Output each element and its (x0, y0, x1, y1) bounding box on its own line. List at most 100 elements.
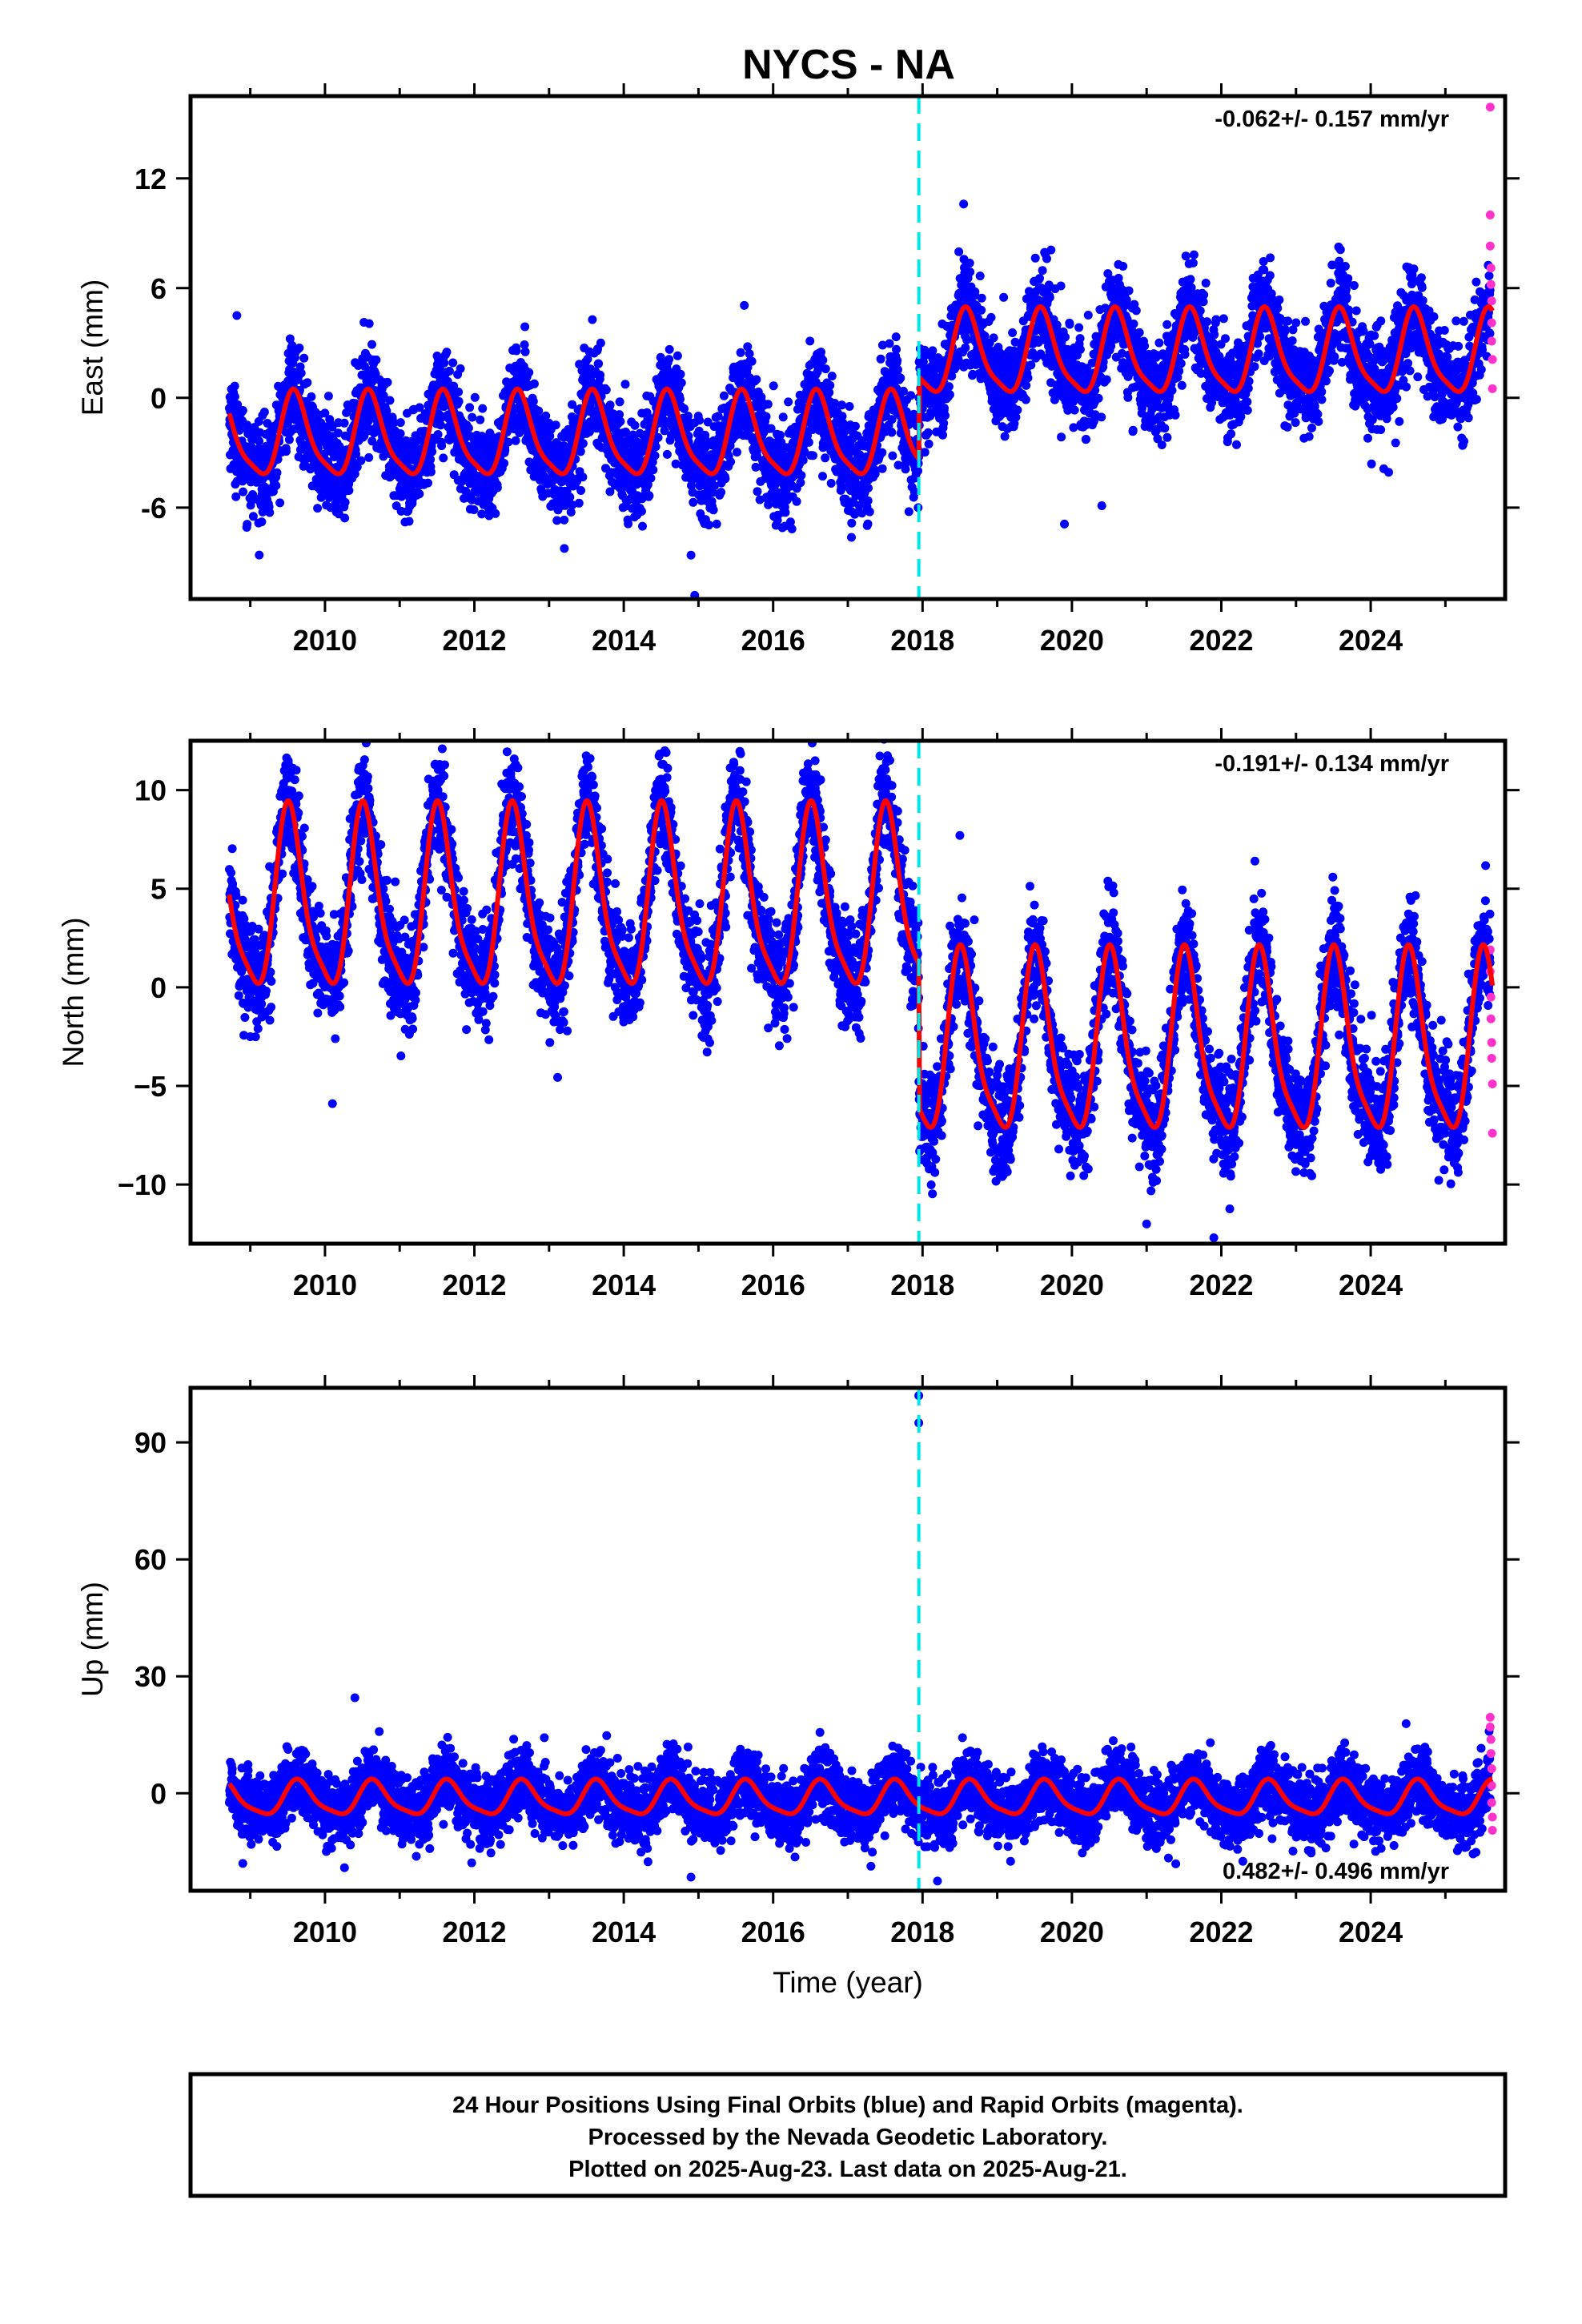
east-final-point (356, 456, 366, 465)
east-final-point (389, 418, 399, 428)
east-final-point (316, 493, 326, 502)
east-final-point (1177, 380, 1186, 390)
east-final-point (637, 506, 646, 516)
east-final-point (500, 459, 509, 468)
east-final-point (478, 404, 488, 413)
east-final-point (238, 406, 247, 415)
east-final-point (847, 518, 857, 528)
east-final-point (665, 344, 674, 354)
east-final-point (1045, 292, 1054, 302)
east-final-point (1174, 366, 1184, 376)
east-data-marks (225, 96, 1497, 599)
east-final-point (552, 516, 562, 525)
east-final-point (891, 332, 901, 342)
east-final-point (568, 501, 577, 509)
east-final-point (352, 462, 362, 472)
east-final-point (970, 287, 980, 296)
east-final-point (469, 505, 479, 514)
east-final-point (440, 358, 449, 368)
east-final-point (566, 472, 576, 481)
east-final-point (721, 474, 730, 484)
east-final-point (877, 448, 887, 457)
east-final-point (272, 468, 282, 477)
east-final-point (821, 453, 830, 463)
east-final-point (465, 403, 475, 412)
east-final-point (821, 364, 830, 374)
east-final-point (565, 493, 575, 502)
east-final-point (826, 479, 836, 488)
east-final-point (1243, 397, 1252, 407)
east-final-point (939, 419, 949, 428)
east-final-point (350, 469, 359, 479)
east-final-point (566, 508, 576, 517)
east-final-point (695, 416, 704, 425)
east-final-point (850, 421, 860, 431)
east-final-point (437, 441, 447, 451)
east-final-point (340, 497, 350, 507)
east-final-point (885, 339, 894, 348)
east-final-point (1134, 328, 1144, 337)
east-final-point (247, 441, 256, 451)
east-final-point (864, 483, 873, 493)
east-final-point (787, 525, 797, 533)
east-final-point (1008, 328, 1018, 337)
east-final-point (515, 428, 524, 437)
east-final-point (385, 396, 395, 405)
east-final-point (230, 381, 239, 391)
east-final-point (792, 497, 801, 506)
east-final-point (676, 369, 685, 379)
east-final-point (975, 271, 985, 281)
east-final-point (1170, 410, 1180, 420)
east-final-point (285, 334, 295, 344)
east-final-point (524, 368, 534, 377)
east-final-point (520, 347, 530, 356)
east-final-point (1162, 432, 1172, 442)
east-final-point (596, 338, 605, 348)
east-final-point (235, 425, 244, 435)
east-final-point (500, 445, 510, 455)
east-final-point (428, 447, 437, 456)
east-final-point (231, 492, 241, 501)
east-final-point (804, 437, 813, 447)
east-final-point (1129, 320, 1138, 328)
east-final-point (383, 377, 392, 387)
east-final-point (528, 396, 538, 406)
east-final-point (847, 533, 856, 542)
east-final-point (492, 483, 502, 493)
east-final-point (511, 436, 520, 445)
east-final-point (662, 449, 672, 459)
east-final-point (769, 381, 778, 391)
east-final-point (491, 509, 500, 518)
east-final-point (560, 544, 569, 553)
east-final-point (576, 447, 585, 456)
east-final-point (576, 486, 586, 495)
east-final-point (601, 385, 611, 395)
east-final-point (275, 498, 285, 508)
east-final-point (1232, 440, 1241, 449)
east-final-point (1118, 262, 1128, 271)
east-final-point (239, 487, 248, 497)
east-final-point (1057, 432, 1066, 442)
east-final-point (1074, 323, 1084, 332)
east-final-point (327, 422, 337, 432)
east-final-point (382, 406, 391, 416)
east-final-point (1167, 386, 1177, 395)
east-final-point (778, 412, 788, 422)
east-final-point (877, 464, 887, 473)
east-final-point (845, 402, 854, 411)
east-final-point (512, 346, 521, 356)
east-final-point (977, 293, 986, 303)
east-final-point (1176, 359, 1186, 368)
east-final-point (781, 508, 790, 517)
east-final-point (442, 348, 452, 357)
east-final-point (747, 356, 757, 366)
east-final-point (1211, 315, 1221, 324)
east-final-point (344, 486, 354, 495)
east-final-point (1000, 432, 1010, 441)
east-final-point (364, 319, 374, 328)
east-final-point (265, 508, 275, 517)
east-final-point (1162, 320, 1172, 329)
east-final-point (809, 451, 817, 460)
east-final-point (630, 420, 640, 430)
east-final-point (529, 379, 539, 388)
